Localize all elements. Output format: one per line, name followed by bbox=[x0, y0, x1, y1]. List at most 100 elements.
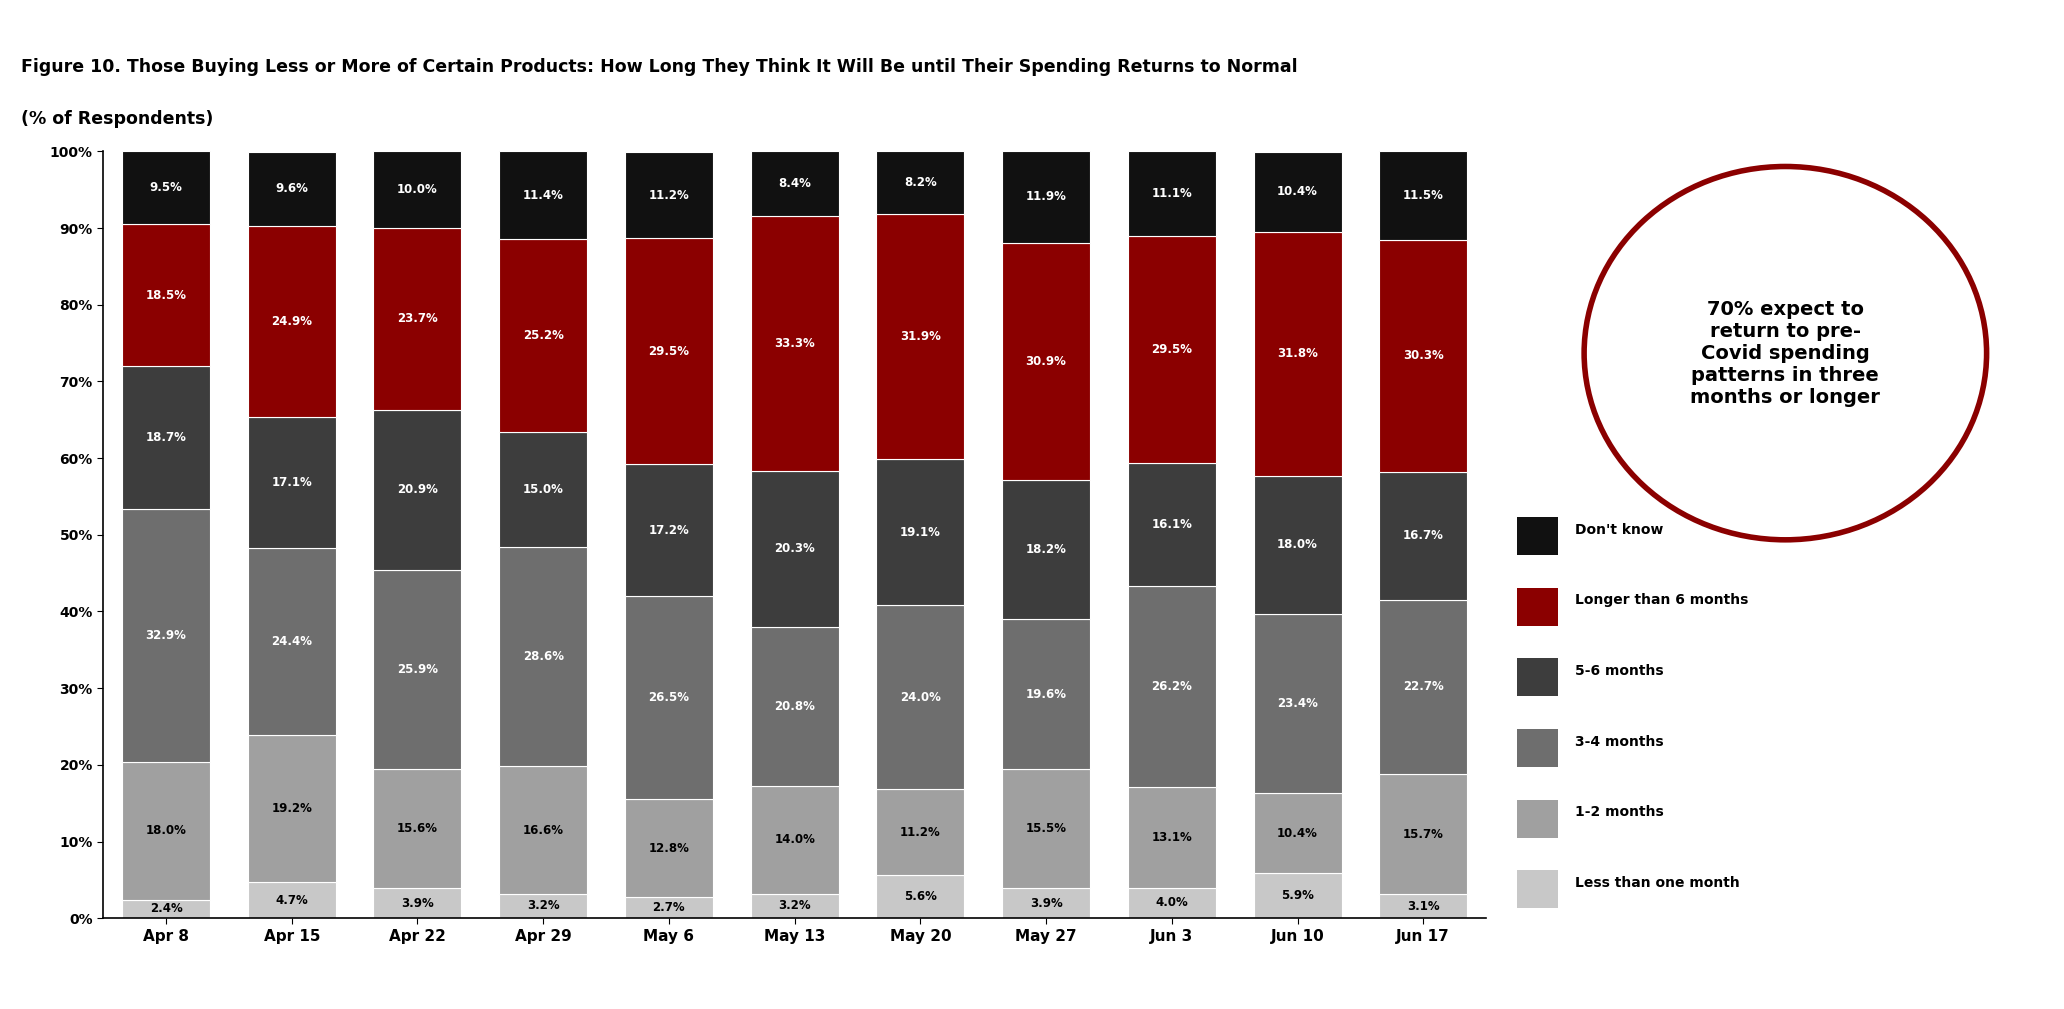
Text: 12.8%: 12.8% bbox=[648, 842, 689, 855]
Text: 3.9%: 3.9% bbox=[400, 897, 433, 910]
Bar bbox=[1003, 242, 1090, 479]
Text: 3-4 months: 3-4 months bbox=[1575, 735, 1664, 749]
Bar bbox=[499, 767, 588, 894]
Bar bbox=[1517, 728, 1558, 767]
Bar bbox=[499, 432, 588, 547]
Text: 20.3%: 20.3% bbox=[774, 543, 815, 556]
Bar bbox=[625, 596, 712, 799]
Text: 9.5%: 9.5% bbox=[149, 182, 182, 195]
Bar bbox=[1253, 232, 1342, 475]
Bar bbox=[248, 735, 336, 882]
Text: 17.1%: 17.1% bbox=[270, 475, 312, 488]
Bar bbox=[248, 152, 336, 226]
Bar bbox=[877, 605, 964, 789]
Bar bbox=[1517, 799, 1558, 837]
Text: 10.4%: 10.4% bbox=[1278, 186, 1319, 199]
Bar bbox=[1517, 517, 1558, 555]
Bar bbox=[1003, 151, 1090, 242]
Text: 23.4%: 23.4% bbox=[1278, 697, 1319, 710]
Bar bbox=[625, 152, 712, 238]
Bar bbox=[751, 627, 838, 786]
Text: (% of Respondents): (% of Respondents) bbox=[21, 110, 213, 128]
Text: 26.2%: 26.2% bbox=[1152, 680, 1193, 693]
Bar bbox=[877, 151, 964, 214]
Text: 29.5%: 29.5% bbox=[648, 345, 689, 357]
Bar bbox=[1379, 472, 1468, 600]
Bar bbox=[625, 799, 712, 897]
Bar bbox=[1379, 600, 1468, 774]
Text: 30.9%: 30.9% bbox=[1026, 354, 1067, 367]
Bar bbox=[1379, 239, 1468, 472]
Text: 23.7%: 23.7% bbox=[396, 313, 438, 326]
Bar bbox=[1517, 658, 1558, 696]
Text: 9.6%: 9.6% bbox=[275, 183, 308, 196]
Bar bbox=[1253, 613, 1342, 793]
Bar bbox=[374, 228, 462, 410]
Bar bbox=[374, 410, 462, 570]
Bar bbox=[1127, 151, 1216, 236]
Bar bbox=[122, 510, 211, 762]
Text: 19.2%: 19.2% bbox=[270, 802, 312, 815]
Text: 16.6%: 16.6% bbox=[522, 823, 563, 836]
Text: 33.3%: 33.3% bbox=[774, 337, 815, 350]
Bar bbox=[1003, 770, 1090, 888]
Bar bbox=[122, 900, 211, 918]
Bar bbox=[877, 875, 964, 918]
Text: 15.0%: 15.0% bbox=[522, 483, 563, 496]
Bar bbox=[1253, 475, 1342, 613]
Text: 32.9%: 32.9% bbox=[147, 629, 186, 642]
Text: 11.9%: 11.9% bbox=[1026, 191, 1067, 204]
Text: 22.7%: 22.7% bbox=[1404, 680, 1443, 693]
Text: 28.6%: 28.6% bbox=[522, 650, 563, 663]
Bar bbox=[751, 471, 838, 627]
Bar bbox=[751, 894, 838, 918]
Bar bbox=[751, 786, 838, 894]
Text: 25.9%: 25.9% bbox=[396, 663, 438, 676]
Bar bbox=[625, 897, 712, 918]
Bar bbox=[1127, 787, 1216, 888]
Text: 11.2%: 11.2% bbox=[648, 189, 689, 202]
Bar bbox=[248, 417, 336, 548]
Text: Less than one month: Less than one month bbox=[1575, 876, 1740, 890]
Text: 1-2 months: 1-2 months bbox=[1575, 805, 1664, 819]
Text: 10.4%: 10.4% bbox=[1278, 826, 1319, 839]
Text: 3.1%: 3.1% bbox=[1408, 900, 1439, 913]
Bar bbox=[1003, 888, 1090, 918]
Text: 29.5%: 29.5% bbox=[1152, 343, 1193, 356]
Text: 2.7%: 2.7% bbox=[652, 901, 685, 914]
Text: 5-6 months: 5-6 months bbox=[1575, 664, 1664, 678]
Text: 19.1%: 19.1% bbox=[900, 526, 941, 539]
Text: 2.4%: 2.4% bbox=[151, 902, 182, 915]
Text: Longer than 6 months: Longer than 6 months bbox=[1575, 593, 1748, 607]
Text: 4.0%: 4.0% bbox=[1156, 896, 1189, 909]
Bar bbox=[499, 894, 588, 918]
Text: 30.3%: 30.3% bbox=[1404, 349, 1443, 362]
Text: 13.1%: 13.1% bbox=[1152, 830, 1193, 844]
Text: Figure 10. Those Buying Less or More of Certain Products: How Long They Think It: Figure 10. Those Buying Less or More of … bbox=[21, 59, 1298, 76]
Bar bbox=[248, 548, 336, 735]
Bar bbox=[1517, 587, 1558, 626]
Bar bbox=[499, 547, 588, 767]
Text: 5.9%: 5.9% bbox=[1282, 889, 1315, 902]
Text: 10.0%: 10.0% bbox=[396, 184, 438, 196]
Text: 4.7%: 4.7% bbox=[275, 894, 308, 907]
Text: 18.0%: 18.0% bbox=[147, 824, 186, 837]
Bar bbox=[248, 226, 336, 417]
Text: 15.7%: 15.7% bbox=[1404, 827, 1443, 840]
Bar bbox=[1379, 151, 1468, 239]
Bar bbox=[1517, 870, 1558, 908]
Bar bbox=[499, 239, 588, 432]
Bar bbox=[122, 224, 211, 366]
Bar bbox=[877, 789, 964, 875]
Bar bbox=[122, 151, 211, 224]
Text: 24.4%: 24.4% bbox=[270, 635, 312, 648]
Bar bbox=[877, 459, 964, 605]
Text: 20.8%: 20.8% bbox=[774, 700, 815, 713]
Text: 24.9%: 24.9% bbox=[270, 315, 312, 328]
Bar bbox=[248, 882, 336, 918]
Bar bbox=[499, 151, 588, 239]
Text: 5.6%: 5.6% bbox=[904, 890, 937, 903]
Text: Don't know: Don't know bbox=[1575, 523, 1664, 537]
Bar bbox=[122, 762, 211, 900]
Bar bbox=[1253, 152, 1342, 232]
